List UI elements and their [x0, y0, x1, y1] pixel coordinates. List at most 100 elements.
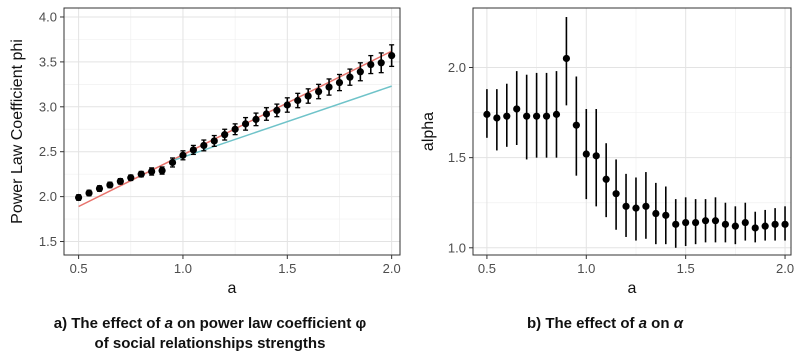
data-point: [75, 194, 82, 201]
caption-left-middle: on power law coefficient: [173, 315, 356, 332]
y-ticks-left: 1.5 2.0 2.5 3.0 3.5 4.0: [39, 9, 64, 249]
y-tick-label: 1.5: [39, 234, 57, 249]
x-tick-label: 1.0: [174, 261, 192, 276]
data-point: [96, 185, 103, 192]
x-ticks-left: 0.5 1.0 1.5 2.0: [70, 255, 401, 276]
data-point: [603, 176, 610, 183]
data-point: [712, 217, 719, 224]
y-tick-label: 2.5: [39, 144, 57, 159]
data-point: [148, 168, 155, 175]
data-point: [642, 203, 649, 210]
data-point: [378, 59, 385, 66]
caption-left-line2: of social relationships strengths: [95, 335, 326, 352]
caption-right-variable: a: [639, 315, 647, 332]
caption-left-prefix: a) The effect of: [54, 315, 165, 332]
data-point: [662, 212, 669, 219]
data-point: [752, 224, 759, 231]
data-point: [200, 142, 207, 149]
data-point: [263, 110, 270, 117]
x-tick-label: 1.0: [577, 261, 595, 276]
x-tick-label: 2.0: [383, 261, 401, 276]
data-point: [294, 97, 301, 104]
x-tick-label: 1.5: [677, 261, 695, 276]
data-point: [702, 217, 709, 224]
y-tick-label: 3.5: [39, 54, 57, 69]
data-point: [593, 152, 600, 159]
chart-left: 0.5 1.0 1.5 2.0 1.5 2.0 2.5 3.0 3.5 4.0 a Power …: [9, 8, 401, 297]
x-tick-label: 2.0: [776, 261, 794, 276]
y-tick-label: 2.0: [448, 60, 466, 75]
y-tick-label: 1.0: [448, 240, 466, 255]
data-point: [613, 190, 620, 197]
caption-right-prefix: b) The effect of: [527, 315, 639, 332]
data-point: [732, 223, 739, 230]
data-point: [284, 101, 291, 108]
data-point: [179, 152, 186, 159]
data-point: [523, 113, 530, 120]
data-point: [106, 181, 113, 188]
plot-panel-right: [473, 8, 791, 255]
data-point: [357, 68, 364, 75]
caption-left: a) The effect of a on power law coeffici…: [10, 314, 410, 354]
data-point: [553, 111, 560, 118]
data-point: [692, 219, 699, 226]
y-tick-label: 4.0: [39, 9, 57, 24]
data-point: [388, 52, 395, 59]
data-point: [190, 146, 197, 153]
data-point: [672, 221, 679, 228]
x-tick-label: 0.5: [70, 261, 88, 276]
data-point: [781, 221, 788, 228]
caption-left-symbol: φ: [356, 315, 367, 332]
x-tick-label: 0.5: [478, 261, 496, 276]
data-point: [273, 107, 280, 114]
x-axis-label-right: a: [628, 280, 637, 297]
caption-left-variable: a: [165, 315, 173, 332]
data-point: [242, 120, 249, 127]
data-point: [211, 137, 218, 144]
data-point: [682, 219, 689, 226]
y-ticks-right: 1.0 1.5 2.0: [448, 60, 473, 255]
data-point: [117, 178, 124, 185]
data-point: [252, 116, 259, 123]
data-point: [772, 221, 779, 228]
y-tick-label: 2.0: [39, 189, 57, 204]
data-point: [742, 219, 749, 226]
caption-right: b) The effect of a on α: [420, 314, 790, 334]
data-point: [325, 83, 332, 90]
data-point: [583, 150, 590, 157]
data-point: [513, 105, 520, 112]
data-point: [169, 159, 176, 166]
data-point: [563, 55, 570, 62]
data-point: [158, 167, 165, 174]
data-point: [483, 111, 490, 118]
x-tick-label: 1.5: [278, 261, 296, 276]
caption-right-middle: on: [647, 315, 674, 332]
y-tick-label: 3.0: [39, 99, 57, 114]
data-point: [232, 126, 239, 133]
data-point: [762, 223, 769, 230]
chart-right: 0.5 1.0 1.5 2.0 1.0 1.5 2.0 a alpha: [420, 8, 794, 297]
data-point: [493, 114, 500, 121]
data-point: [346, 74, 353, 81]
data-point: [367, 61, 374, 68]
y-tick-label: 1.5: [448, 150, 466, 165]
x-axis-label-left: a: [228, 280, 237, 297]
data-point: [127, 174, 134, 181]
plot-panel-left: [64, 8, 400, 255]
data-point: [632, 205, 639, 212]
data-point: [305, 92, 312, 99]
data-point: [573, 122, 580, 129]
caption-right-symbol: α: [674, 315, 683, 332]
data-point: [722, 221, 729, 228]
data-point: [622, 203, 629, 210]
data-point: [85, 189, 92, 196]
data-point: [138, 171, 145, 178]
data-point: [503, 113, 510, 120]
y-axis-label-left: Power Law Coefficient phi: [9, 39, 26, 224]
data-point: [336, 79, 343, 86]
data-point: [221, 131, 228, 138]
y-axis-label-right: alpha: [420, 112, 437, 151]
data-point: [543, 113, 550, 120]
data-point: [315, 88, 322, 95]
